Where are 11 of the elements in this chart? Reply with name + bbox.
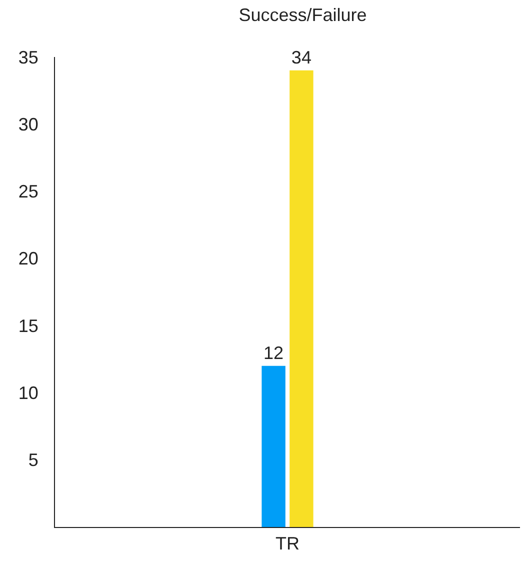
y-tick-label: 5 (28, 450, 38, 470)
y-tick-label: 35 (18, 47, 38, 68)
data-label: 12 (264, 342, 284, 363)
y-tick-label: 25 (18, 182, 38, 202)
chart-title: Success/Failure (238, 5, 367, 26)
y-tick-label: 15 (18, 316, 38, 336)
y-tick-label: 20 (18, 248, 38, 269)
y-tick-label: 30 (18, 114, 38, 134)
data-label: 34 (291, 47, 312, 68)
x-tick-label: TR (276, 534, 300, 554)
y-tick-label: 10 (18, 383, 38, 404)
